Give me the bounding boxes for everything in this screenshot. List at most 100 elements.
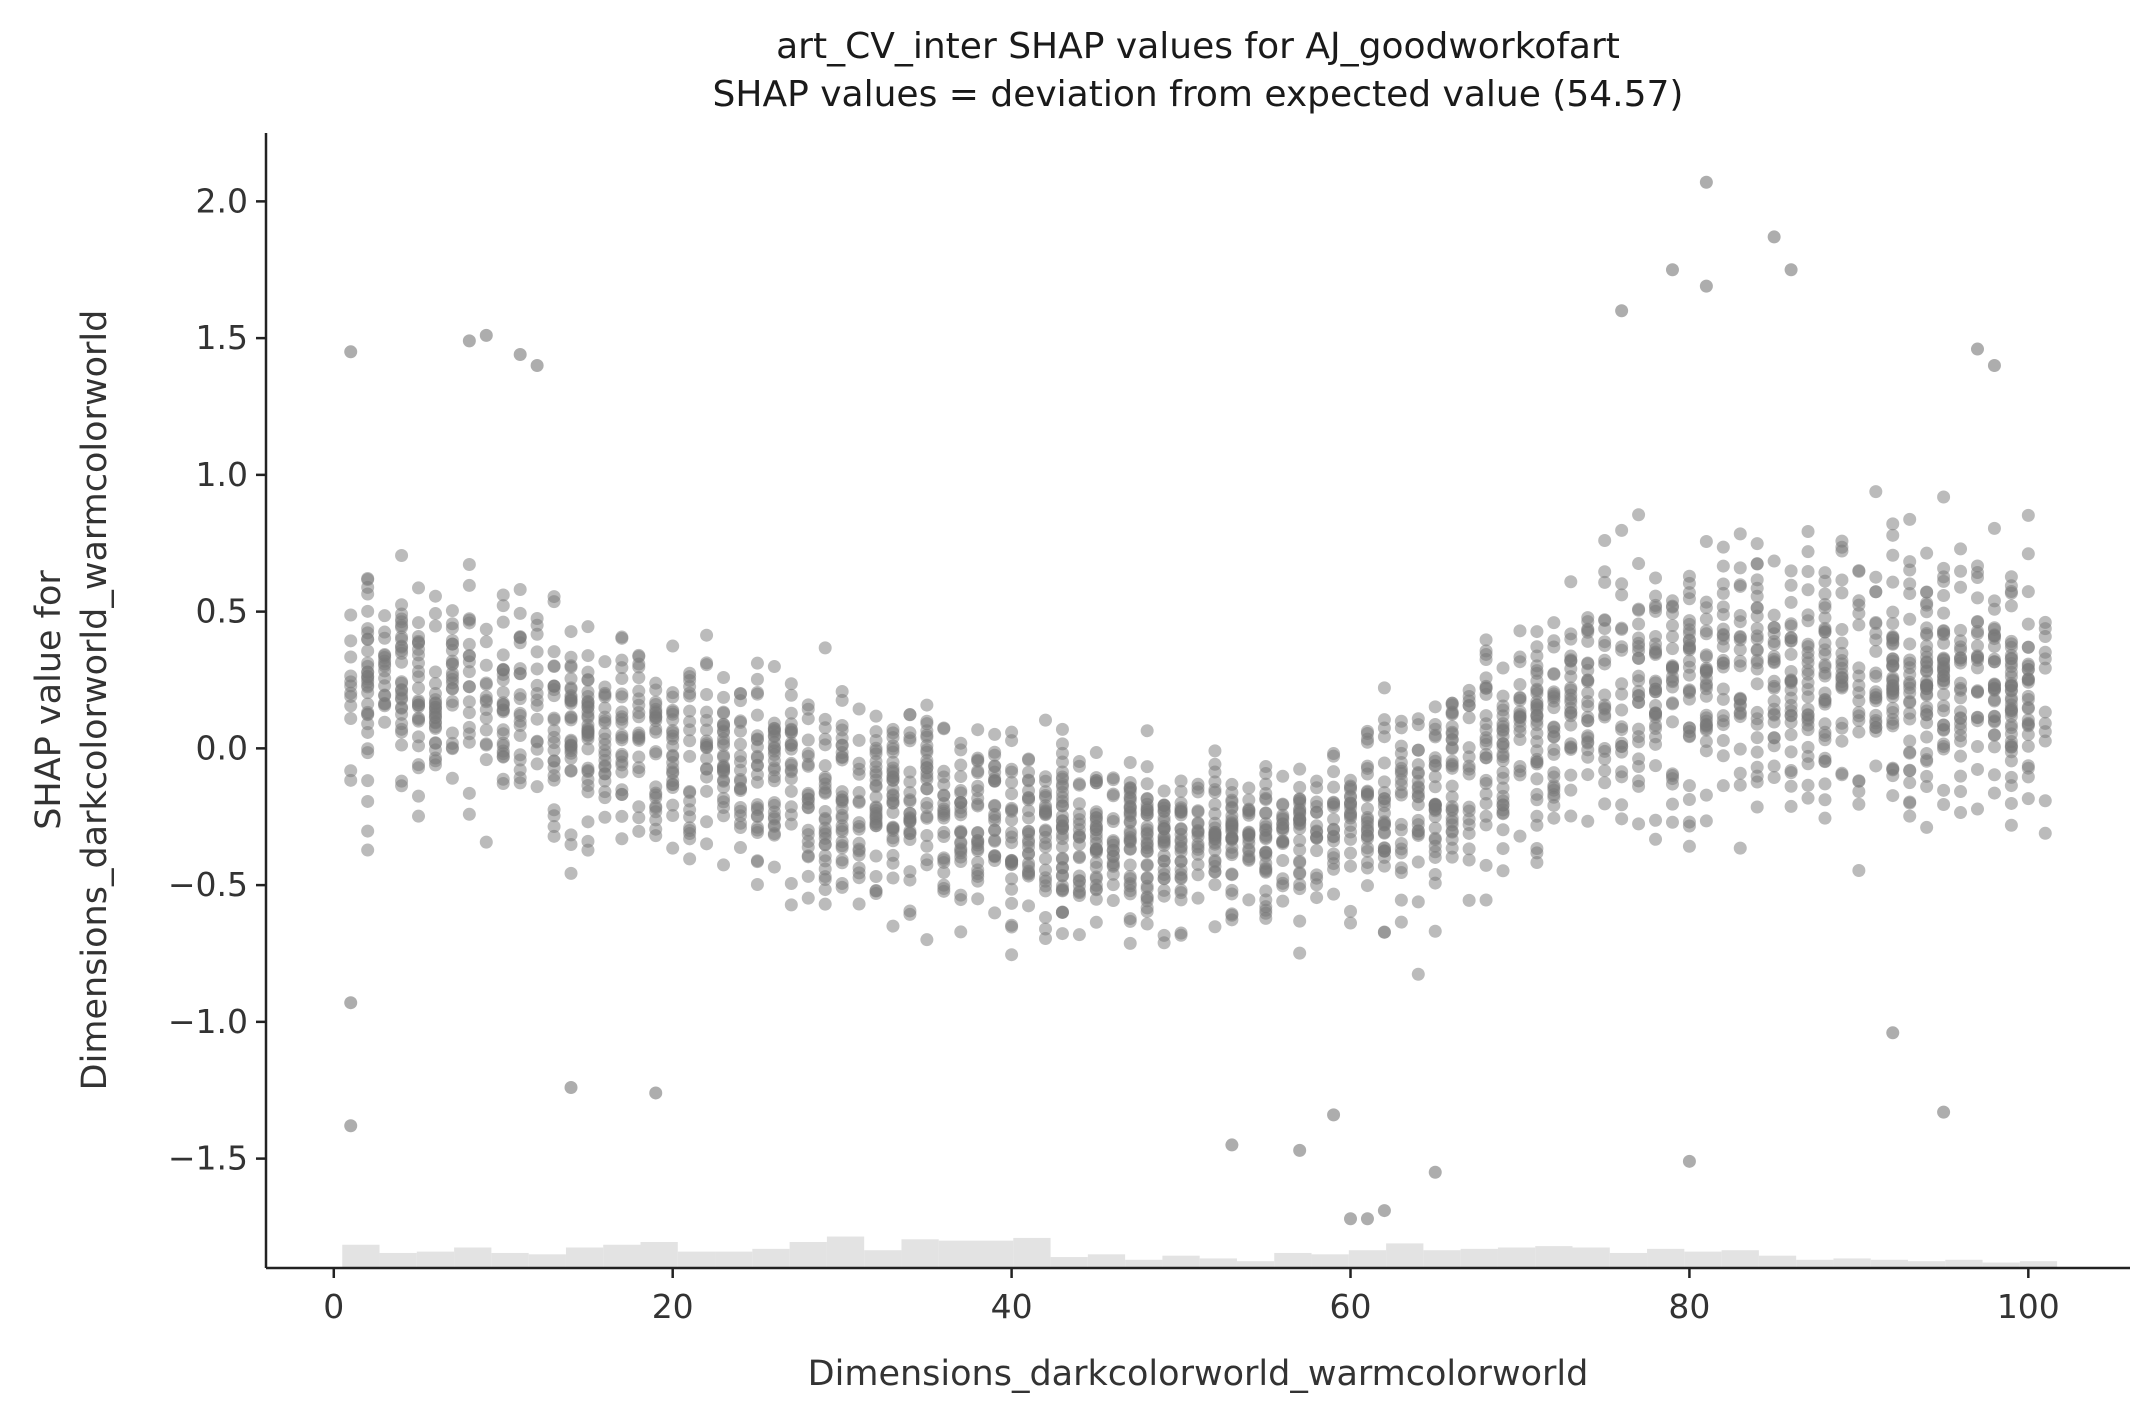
data-point [1564, 632, 1578, 646]
data-point [683, 824, 697, 838]
data-point [954, 855, 968, 869]
data-point [1191, 847, 1205, 861]
data-point [1835, 716, 1849, 730]
data-point [632, 800, 646, 814]
data-point [1072, 754, 1086, 768]
data-point [1615, 588, 1629, 602]
data-point [1750, 800, 1764, 814]
data-point [2004, 818, 2018, 832]
data-point [513, 348, 527, 362]
data-point [1869, 724, 1883, 738]
y-tick-label: 2.0 [196, 181, 248, 220]
data-point [1462, 853, 1476, 867]
data-point [1750, 717, 1764, 731]
histogram-bar [1348, 1250, 1387, 1268]
data-point [1937, 687, 1951, 701]
data-point [1649, 832, 1663, 846]
data-point [1750, 656, 1764, 670]
data-point [1716, 714, 1730, 728]
data-point [954, 758, 968, 772]
histogram-bar [416, 1251, 455, 1268]
data-point [361, 824, 375, 838]
data-point [1344, 818, 1358, 832]
data-point [1801, 646, 1815, 660]
data-point [1530, 809, 1544, 823]
data-point [1496, 842, 1510, 856]
data-point [1038, 836, 1052, 850]
histogram-layer [342, 1236, 2058, 1268]
data-point [1225, 868, 1239, 882]
data-point [1649, 682, 1663, 696]
data-point [1615, 643, 1629, 657]
data-point [1259, 824, 1273, 838]
data-point [1801, 525, 1815, 539]
data-point [361, 571, 375, 585]
data-point [1682, 730, 1696, 744]
data-point [954, 824, 968, 838]
data-point [1445, 804, 1459, 818]
data-point [1869, 685, 1883, 699]
y-tick-label: −1.0 [168, 1002, 248, 1041]
data-point [1005, 826, 1019, 840]
data-point [1920, 585, 1934, 599]
data-point [1191, 891, 1205, 905]
data-point [1615, 677, 1629, 691]
histogram-bar [1423, 1250, 1461, 1268]
data-point [1208, 798, 1222, 812]
data-point [784, 808, 798, 822]
data-point [1377, 681, 1391, 695]
data-point [1767, 637, 1781, 651]
data-point [1632, 651, 1646, 665]
data-point [361, 644, 375, 658]
data-point [1344, 904, 1358, 918]
data-point [954, 808, 968, 822]
data-point [598, 710, 612, 724]
data-point [683, 723, 697, 737]
data-point [1920, 754, 1934, 768]
data-point [1920, 621, 1934, 635]
data-point [784, 784, 798, 798]
data-point [1987, 629, 2001, 643]
data-point [581, 685, 595, 699]
data-point [1259, 777, 1273, 791]
data-point [1089, 776, 1103, 790]
data-point [1750, 731, 1764, 745]
data-point [1598, 565, 1612, 579]
data-point [1564, 575, 1578, 589]
data-point [412, 758, 426, 772]
data-point [1903, 612, 1917, 626]
histogram-bar [1274, 1252, 1312, 1268]
data-point [1293, 806, 1307, 820]
data-point [547, 829, 561, 843]
data-point [412, 581, 426, 595]
data-point [1411, 758, 1425, 772]
data-point [1615, 798, 1629, 812]
data-point [1920, 730, 1934, 744]
data-point [2004, 665, 2018, 679]
data-point [1564, 662, 1578, 676]
data-point [530, 627, 544, 641]
data-point [530, 780, 544, 794]
data-point [1174, 822, 1188, 836]
data-point [1665, 767, 1679, 781]
data-point [1954, 769, 1968, 783]
data-point [395, 640, 409, 654]
data-point [344, 764, 358, 778]
data-point [428, 710, 442, 724]
data-point [1496, 864, 1510, 878]
data-point [1411, 855, 1425, 869]
data-point [801, 891, 815, 905]
data-point [1038, 852, 1052, 866]
data-point [530, 618, 544, 632]
data-point [886, 766, 900, 780]
data-point [564, 691, 578, 705]
data-point [1682, 793, 1696, 807]
data-point [903, 765, 917, 779]
data-point [632, 650, 646, 664]
data-point [1598, 657, 1612, 671]
data-point [1140, 917, 1154, 931]
data-point [1649, 589, 1663, 603]
data-point [513, 729, 527, 743]
data-point [1208, 785, 1222, 799]
data-point [1970, 710, 1984, 724]
